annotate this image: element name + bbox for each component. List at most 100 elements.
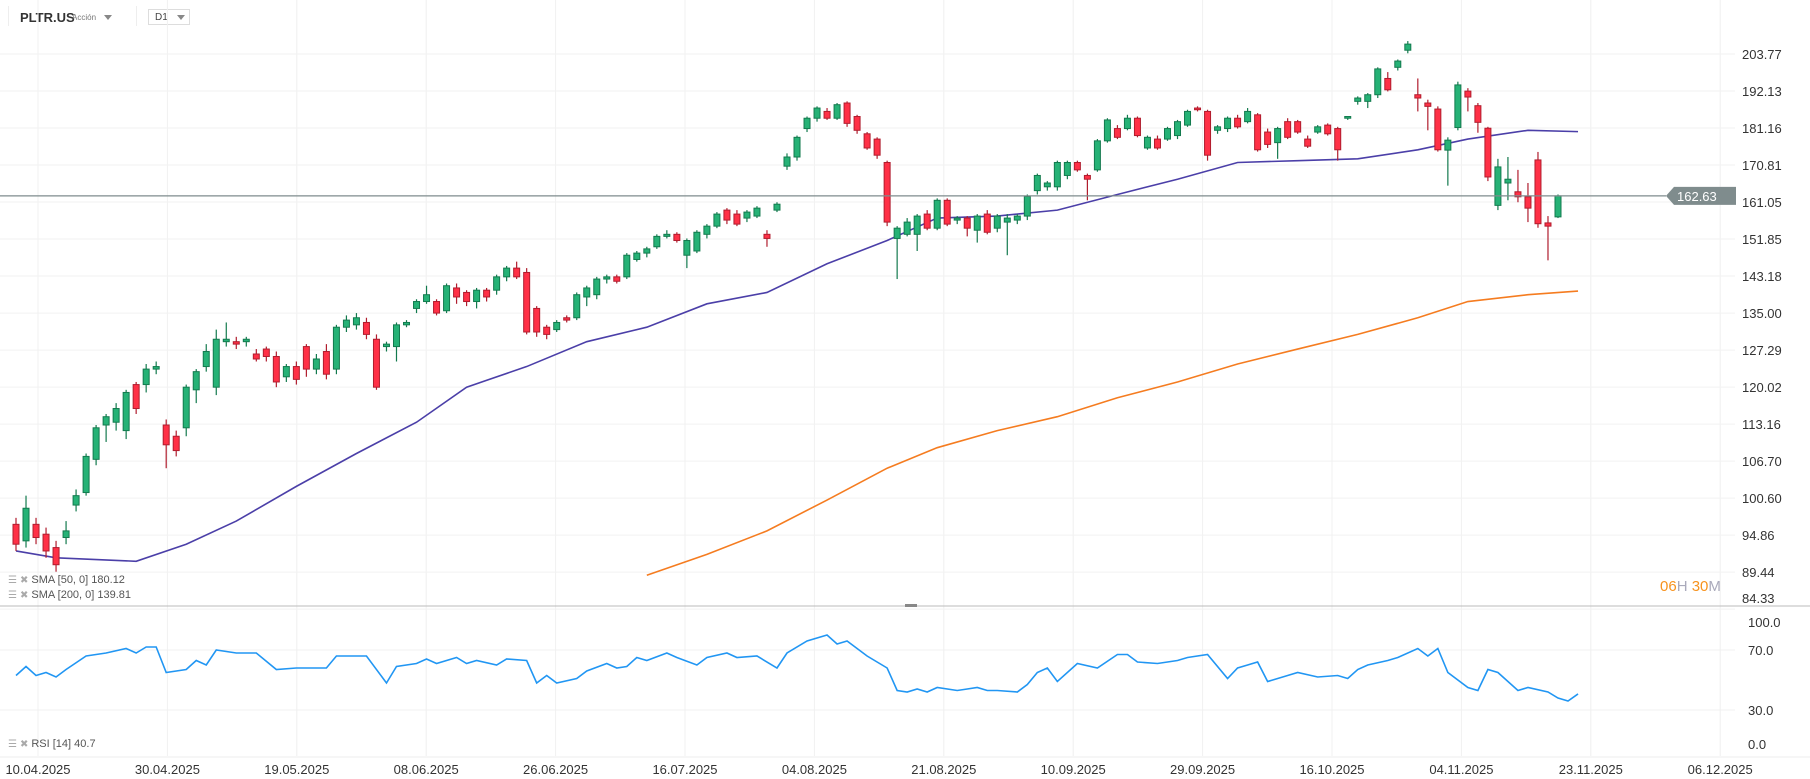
candle-up[interactable]: [352, 313, 360, 330]
symbol-dropdown-icon[interactable]: [104, 15, 112, 20]
candle-up[interactable]: [1504, 157, 1512, 201]
candle-up[interactable]: [1454, 81, 1462, 131]
candle-down[interactable]: [362, 317, 370, 340]
legend-sma50[interactable]: ☰ ✖ SMA [50, 0] 180.12: [8, 574, 125, 587]
candle-up[interactable]: [583, 285, 591, 307]
candle-up[interactable]: [703, 224, 711, 239]
candle-up[interactable]: [1444, 137, 1452, 186]
candle-down[interactable]: [1294, 119, 1302, 134]
settings-icon[interactable]: ☰: [8, 739, 17, 750]
candle-down[interactable]: [873, 137, 881, 159]
candle-up[interactable]: [913, 214, 921, 251]
legend-sma200[interactable]: ☰ ✖ SMA [200, 0] 139.81: [8, 589, 131, 602]
candle-down[interactable]: [863, 132, 871, 150]
candle-down[interactable]: [1334, 126, 1342, 161]
candle-up[interactable]: [1043, 181, 1051, 191]
candle-up[interactable]: [112, 403, 120, 431]
candle-up[interactable]: [202, 344, 210, 372]
candle-up[interactable]: [993, 214, 1001, 233]
candle-down[interactable]: [613, 274, 621, 284]
candle-up[interactable]: [413, 299, 421, 314]
candle-up[interactable]: [503, 265, 511, 282]
candle-down[interactable]: [1514, 169, 1522, 203]
candle-down[interactable]: [1284, 118, 1292, 140]
candle-down[interactable]: [1133, 116, 1141, 138]
candle-up[interactable]: [573, 292, 581, 321]
candle-up[interactable]: [102, 413, 110, 442]
candle-up[interactable]: [1224, 116, 1232, 133]
candle-down[interactable]: [673, 232, 681, 243]
candle-up[interactable]: [633, 250, 641, 262]
candle-down[interactable]: [252, 349, 260, 362]
candle-up[interactable]: [1354, 96, 1362, 105]
candle-up[interactable]: [192, 369, 200, 404]
candle-up[interactable]: [62, 521, 70, 545]
candle-up[interactable]: [1003, 214, 1011, 256]
candle-up[interactable]: [1244, 108, 1252, 124]
candle-up[interactable]: [1093, 139, 1101, 172]
candle-down[interactable]: [232, 336, 240, 350]
candle-up[interactable]: [332, 324, 340, 375]
candle-up[interactable]: [1374, 67, 1382, 99]
candle-up[interactable]: [773, 202, 781, 213]
candle-up[interactable]: [893, 226, 901, 280]
candle-down[interactable]: [763, 230, 771, 247]
candle-up[interactable]: [1274, 126, 1282, 159]
candle-down[interactable]: [523, 268, 531, 335]
candle-down[interactable]: [42, 527, 50, 558]
candle-up[interactable]: [82, 453, 90, 496]
candle-down[interactable]: [853, 114, 861, 134]
candle-up[interactable]: [1404, 41, 1412, 54]
candle-up[interactable]: [1023, 194, 1031, 221]
candle-up[interactable]: [1214, 125, 1222, 134]
candle-down[interactable]: [162, 419, 170, 469]
candle-up[interactable]: [593, 276, 601, 300]
candle-up[interactable]: [1123, 114, 1131, 131]
candle-up[interactable]: [1053, 160, 1061, 191]
candle-up[interactable]: [833, 103, 841, 120]
candle-up[interactable]: [1103, 118, 1111, 143]
candle-down[interactable]: [983, 210, 991, 235]
candle-down[interactable]: [292, 361, 300, 385]
close-icon[interactable]: ✖: [19, 590, 29, 601]
candle-up[interactable]: [753, 206, 761, 219]
candle-down[interactable]: [172, 430, 180, 457]
candle-down[interactable]: [1204, 109, 1212, 161]
candle-up[interactable]: [423, 285, 431, 304]
candle-up[interactable]: [1554, 194, 1562, 219]
candle-up[interactable]: [92, 425, 100, 466]
candle-up[interactable]: [1364, 93, 1372, 109]
candle-up[interactable]: [623, 253, 631, 280]
candle-up[interactable]: [793, 135, 801, 161]
close-icon[interactable]: ✖: [19, 575, 29, 586]
candle-down[interactable]: [12, 517, 20, 551]
candle-up[interactable]: [1033, 173, 1041, 195]
candle-up[interactable]: [443, 283, 451, 314]
candle-down[interactable]: [963, 216, 971, 237]
candle-up[interactable]: [122, 389, 130, 440]
candle-down[interactable]: [1524, 182, 1532, 223]
candle-up[interactable]: [693, 230, 701, 254]
candle-down[interactable]: [563, 315, 571, 323]
candle-up[interactable]: [282, 364, 290, 382]
candle-up[interactable]: [973, 214, 981, 243]
candle-up[interactable]: [1063, 160, 1071, 180]
candle-up[interactable]: [803, 116, 811, 133]
candle-down[interactable]: [733, 210, 741, 227]
candle-down[interactable]: [533, 306, 541, 337]
candle-up[interactable]: [553, 320, 561, 332]
candle-down[interactable]: [272, 351, 280, 388]
candle-down[interactable]: [843, 101, 851, 127]
candle-up[interactable]: [1013, 214, 1021, 225]
candle-down[interactable]: [1534, 151, 1542, 228]
candle-down[interactable]: [1304, 135, 1312, 148]
candle-up[interactable]: [953, 216, 961, 225]
candle-up[interactable]: [1163, 126, 1171, 141]
candle-down[interactable]: [513, 261, 521, 280]
candle-up[interactable]: [1394, 59, 1402, 71]
candle-down[interactable]: [1264, 128, 1272, 148]
settings-icon[interactable]: ☰: [8, 575, 17, 586]
candle-up[interactable]: [643, 246, 651, 258]
symbol-label[interactable]: PLTR.US: [20, 10, 75, 25]
